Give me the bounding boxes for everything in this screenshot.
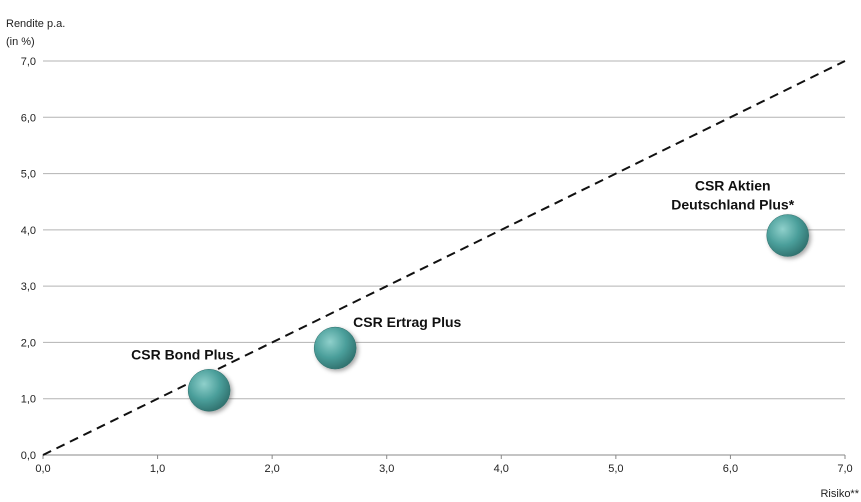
data-point-label: CSR Ertrag Plus — [353, 314, 461, 330]
x-tick-label: 3,0 — [379, 463, 394, 475]
x-tick-label: 7,0 — [837, 463, 852, 475]
y-tick-label: 7,0 — [21, 56, 36, 68]
y-tick-label: 5,0 — [21, 169, 36, 181]
data-point-label: CSR Bond Plus — [131, 346, 234, 362]
y-tick-label: 6,0 — [21, 112, 36, 124]
y-tick-labels: 0,0 1,0 2,0 3,0 4,0 5,0 6,0 7,0 — [21, 56, 36, 462]
x-tick-label: 2,0 — [264, 463, 279, 475]
y-tick-label: 4,0 — [21, 225, 36, 237]
x-tick-label: 0,0 — [35, 463, 50, 475]
y-tick-label: 2,0 — [21, 337, 36, 349]
x-tick-label: 1,0 — [150, 463, 165, 475]
data-point-marker — [766, 214, 809, 257]
x-axis-title: Risiko** — [820, 488, 859, 500]
x-tick-label: 4,0 — [494, 463, 509, 475]
y-axis-title-line1: Rendite p.a. — [6, 18, 65, 30]
data-point-label: Deutschland Plus* — [671, 196, 794, 212]
y-tick-label: 3,0 — [21, 281, 36, 293]
y-axis-title-line2: (in %) — [6, 36, 35, 48]
x-tick-label: 5,0 — [608, 463, 623, 475]
y-tick-label: 0,0 — [21, 450, 36, 462]
data-points: CSR Bond Plus CSR Ertrag Plus CSR Aktien De… — [131, 177, 809, 412]
data-point-marker — [313, 326, 357, 370]
reference-line — [42, 60, 846, 456]
x-tick-labels: 0,0 1,0 2,0 3,0 4,0 5,0 6,0 7,0 — [35, 455, 853, 475]
gridlines — [43, 60, 845, 400]
data-point-label: CSR Aktien — [695, 177, 771, 193]
y-tick-label: 1,0 — [21, 394, 36, 406]
data-point-marker — [187, 369, 231, 412]
x-tick-label: 6,0 — [723, 463, 738, 475]
